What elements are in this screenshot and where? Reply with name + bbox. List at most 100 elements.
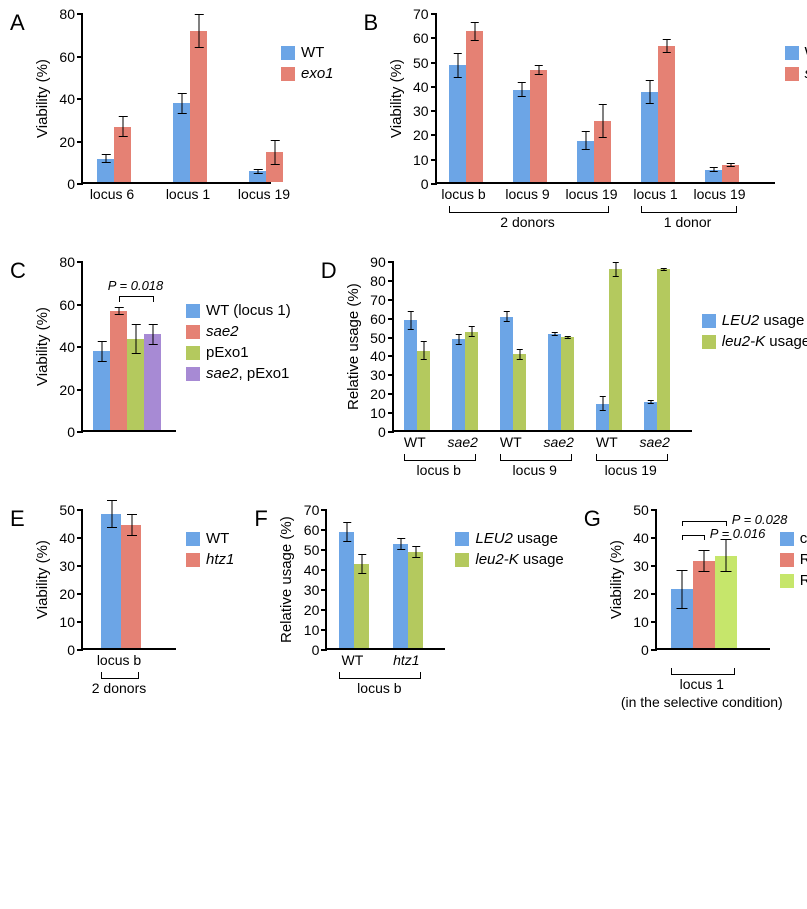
y-tick-label: 0 <box>67 642 75 658</box>
bracket <box>596 454 668 461</box>
plot-area: 020406080P = 0.018 <box>81 262 176 432</box>
error-bar <box>111 500 112 528</box>
group-brackets: locus b <box>325 672 445 698</box>
y-tick-label: 70 <box>413 6 429 22</box>
bar <box>657 269 670 430</box>
error-bar <box>666 39 667 54</box>
x-label: sae2 <box>448 434 478 450</box>
legend-swatch <box>186 553 200 567</box>
x-label: WT <box>500 434 522 450</box>
legend-item: sae2 <box>186 323 291 340</box>
x-label: locus 6 <box>90 186 134 202</box>
bar <box>393 544 408 648</box>
y-tick <box>431 159 437 161</box>
y-tick-label: 30 <box>304 582 320 598</box>
y-tick-label: 80 <box>59 254 75 270</box>
chart-wrap: Viability (%)01020304050locus b2 donorsW… <box>34 510 234 698</box>
x-label: locus 1 <box>633 186 677 202</box>
bar <box>110 311 127 430</box>
legend: controlRPA1RPA1, 2 & 3 <box>780 530 807 593</box>
bar <box>641 92 658 182</box>
error-bar <box>423 341 424 360</box>
chart-wrap: Viability (%)010203040506070locus blocus… <box>388 14 807 232</box>
y-tick-label: 50 <box>59 502 75 518</box>
bar <box>417 351 430 430</box>
y-tick-label: 30 <box>633 558 649 574</box>
bar <box>144 334 161 430</box>
legend-swatch <box>186 367 200 381</box>
bar <box>658 46 675 182</box>
y-tick <box>388 261 394 263</box>
bar <box>548 334 561 430</box>
plot-column: 0102030405060708090WTsae2WTsae2WTsae2loc… <box>364 262 692 480</box>
legend-swatch <box>281 67 295 81</box>
panel-D: DRelative usage (%)0102030405060708090WT… <box>321 258 807 480</box>
y-tick-label: 70 <box>370 292 386 308</box>
legend-item: LEU2 usage <box>455 530 563 547</box>
legend-label: WT <box>301 44 324 61</box>
y-tick <box>321 589 327 591</box>
chart-wrap: Viability (%)020406080locus 6locus 1locu… <box>34 14 334 206</box>
plot-area: 01020304050P = 0.028P = 0.016 <box>655 510 770 650</box>
panel-A: A Viability (%)020406080locus 6locus 1loc… <box>10 10 334 232</box>
error-bar <box>102 341 103 362</box>
error-bar <box>726 539 727 573</box>
legend-item: leu2-K usage <box>455 551 563 568</box>
legend-label: RPA1 <box>800 551 807 568</box>
y-tick-label: 40 <box>59 91 75 107</box>
chart-wrap: Relative usage (%)010203040506070WThtz1l… <box>278 510 563 698</box>
y-tick <box>77 261 83 263</box>
error-bar <box>182 93 183 114</box>
legend: WTsae2 <box>785 44 807 86</box>
error-bar <box>554 332 555 336</box>
error-bar <box>136 324 137 354</box>
bracket <box>641 206 737 213</box>
x-label: sae2 <box>544 434 574 450</box>
legend-swatch <box>702 335 716 349</box>
y-tick-label: 80 <box>370 273 386 289</box>
y-tick <box>321 569 327 571</box>
y-tick-label: 40 <box>413 79 429 95</box>
y-tick-label: 40 <box>59 530 75 546</box>
y-tick <box>388 299 394 301</box>
error-bar <box>521 82 522 97</box>
legend-item: exo1 <box>281 65 334 82</box>
y-tick <box>321 529 327 531</box>
sig-bracket <box>682 535 704 537</box>
legend-swatch <box>780 553 794 567</box>
bar <box>644 402 657 430</box>
y-tick <box>77 537 83 539</box>
y-tick <box>321 629 327 631</box>
y-tick <box>431 86 437 88</box>
y-tick-label: 50 <box>633 502 649 518</box>
legend: LEU2 usageleu2-K usage <box>702 312 807 354</box>
chart-wrap: Viability (%)01020304050P = 0.028P = 0.0… <box>608 510 807 708</box>
error-bar <box>538 65 539 75</box>
y-tick <box>77 13 83 15</box>
legend: LEU2 usage leu2-K usage <box>455 530 563 572</box>
legend: WT (locus 1)sae2pExo1sae2, pExo1 <box>186 302 291 386</box>
x-label: locus b <box>441 186 485 202</box>
legend-label: exo1 <box>301 65 334 82</box>
plot-column: 01020304050P = 0.028P = 0.016locus 1(in … <box>627 510 770 708</box>
y-tick-label: 40 <box>59 339 75 355</box>
error-bar <box>471 326 472 337</box>
y-tick-label: 60 <box>370 311 386 327</box>
y-tick-label: 60 <box>413 30 429 46</box>
y-tick-label: 70 <box>304 502 320 518</box>
error-bar <box>347 522 348 542</box>
y-tick <box>321 509 327 511</box>
bracket-label: locus 9 <box>513 462 557 478</box>
y-tick-label: 50 <box>370 330 386 346</box>
bar <box>452 339 465 430</box>
y-tick-label: 10 <box>304 622 320 638</box>
legend: WT exo1 <box>281 44 334 86</box>
y-axis-label: Viability (%) <box>608 510 625 650</box>
bar <box>609 269 622 430</box>
panel-F: FRelative usage (%)010203040506070WThtz1… <box>254 506 563 708</box>
y-tick <box>321 549 327 551</box>
panel-letter: A <box>10 10 25 36</box>
error-bar <box>106 154 107 163</box>
bar <box>500 317 513 430</box>
y-tick <box>77 621 83 623</box>
